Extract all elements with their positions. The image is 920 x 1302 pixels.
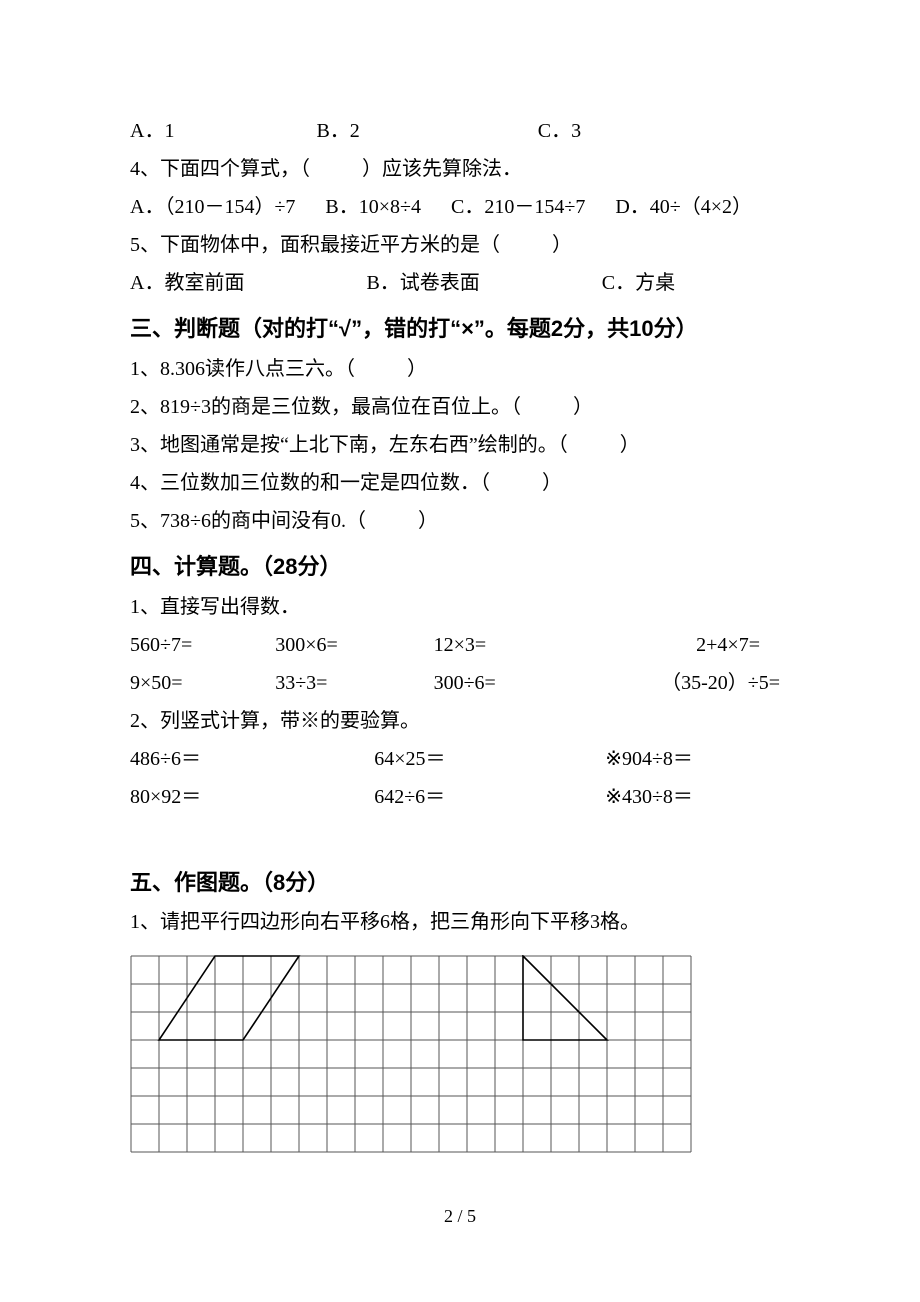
q4-stem-b: ）应该先算除法． <box>362 158 522 180</box>
table-row: 560÷7= 300×6= 12×3= 2+4×7= <box>130 626 790 664</box>
q5-opt-c: C．方桌 <box>602 272 675 294</box>
s4-p1: 1、直接写出得数． <box>130 588 790 626</box>
calc-cell: 300÷6= <box>434 664 606 702</box>
s3-i3-close: ） <box>620 434 640 456</box>
s3-i4-close: ） <box>542 472 562 494</box>
q4-opt-c: C．210－154÷7 <box>451 196 585 218</box>
section-3-heading: 三、判断题（对的打“√”，错的打“×”。每题2分，共10分） <box>130 308 790 350</box>
calc-cell: 9×50= <box>130 664 275 702</box>
q4-opt-b: B．10×8÷4 <box>325 196 421 218</box>
s3-i5-text: 5、738÷6的商中间没有0.（ <box>130 510 366 532</box>
calc-table-2: 486÷6＝ 64×25＝ ※904÷8＝ 80×92＝ 642÷6＝ ※430… <box>130 740 790 816</box>
s3-i2-text: 2、819÷3的商是三位数，最高位在百位上。（ <box>130 396 521 418</box>
spacer <box>130 816 790 856</box>
calc-cell: 300×6= <box>275 626 433 664</box>
s3-item-5: 5、738÷6的商中间没有0.（ ） <box>130 502 790 540</box>
s3-item-4: 4、三位数加三位数的和一定是四位数．（ ） <box>130 464 790 502</box>
q3-options: A．1 B．2 C．3 <box>130 112 790 150</box>
grid-figure <box>130 955 790 1153</box>
s3-i3-text: 3、地图通常是按“上北下南，左东右西”绘制的。（ <box>130 434 568 456</box>
calc-table-1: 560÷7= 300×6= 12×3= 2+4×7= 9×50= 33÷3= 3… <box>130 626 790 702</box>
s4-p2: 2、列竖式计算，带※的要验算。 <box>130 702 790 740</box>
s3-item-3: 3、地图通常是按“上北下南，左东右西”绘制的。（ ） <box>130 426 790 464</box>
calc-cell: 33÷3= <box>275 664 433 702</box>
section-4-heading: 四、计算题。（28分） <box>130 546 790 588</box>
calc-cell: ※904÷8＝ <box>605 740 790 778</box>
q4-options: A．（210－154）÷7 B．10×8÷4 C．210－154÷7 D．40÷… <box>130 188 790 226</box>
s3-i5-close: ） <box>418 510 438 532</box>
calc-cell: （35-20）÷5= <box>605 664 790 702</box>
q4-opt-a: A．（210－154）÷7 <box>130 196 295 218</box>
s3-item-1: 1、8.306读作八点三六。（ ） <box>130 350 790 388</box>
q4-stem-a: 4、下面四个算式，（ <box>130 158 310 180</box>
table-row: 9×50= 33÷3= 300÷6= （35-20）÷5= <box>130 664 790 702</box>
s3-i1-close: ） <box>407 358 427 380</box>
q5-options: A．教室前面 B．试卷表面 C．方桌 <box>130 264 790 302</box>
calc-cell: 560÷7= <box>130 626 275 664</box>
q5-stem-a: 5、下面物体中，面积最接近平方米的是（ <box>130 234 500 256</box>
s3-i1-text: 1、8.306读作八点三六。（ <box>130 358 355 380</box>
table-row: 80×92＝ 642÷6＝ ※430÷8＝ <box>130 778 790 816</box>
calc-cell: 642÷6＝ <box>374 778 605 816</box>
s3-item-2: 2、819÷3的商是三位数，最高位在百位上。（ ） <box>130 388 790 426</box>
q3-opt-a: A．1 <box>130 120 174 142</box>
page-number: 2 / 5 <box>130 1199 790 1233</box>
q5-stem: 5、下面物体中，面积最接近平方米的是（ ） <box>130 226 790 264</box>
q3-opt-b: B．2 <box>316 120 359 142</box>
calc-cell: 12×3= <box>434 626 606 664</box>
grid-svg <box>130 955 692 1153</box>
q4-stem: 4、下面四个算式，（ ）应该先算除法． <box>130 150 790 188</box>
page: A．1 B．2 C．3 4、下面四个算式，（ ）应该先算除法． A．（210－15… <box>0 0 920 1294</box>
q5-stem-b: ） <box>552 234 572 256</box>
q4-opt-d: D．40÷（4×2） <box>615 196 752 218</box>
q5-opt-a: A．教室前面 <box>130 272 244 294</box>
q3-opt-c: C．3 <box>538 120 581 142</box>
section-5-heading: 五、作图题。（8分） <box>130 862 790 904</box>
calc-cell: 64×25＝ <box>374 740 605 778</box>
calc-cell: 2+4×7= <box>605 626 790 664</box>
s3-i2-close: ） <box>573 396 593 418</box>
calc-cell: 486÷6＝ <box>130 740 374 778</box>
calc-cell: 80×92＝ <box>130 778 374 816</box>
s5-p1: 1、请把平行四边形向右平移6格，把三角形向下平移3格。 <box>130 903 790 941</box>
table-row: 486÷6＝ 64×25＝ ※904÷8＝ <box>130 740 790 778</box>
calc-cell: ※430÷8＝ <box>605 778 790 816</box>
s3-i4-text: 4、三位数加三位数的和一定是四位数．（ <box>130 472 490 494</box>
q5-opt-b: B．试卷表面 <box>366 272 479 294</box>
